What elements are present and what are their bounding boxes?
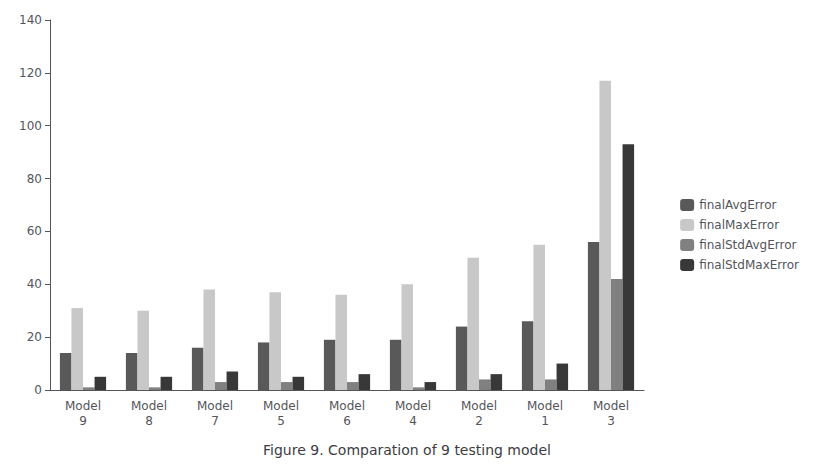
svg-text:20: 20 — [27, 330, 42, 344]
svg-text:2: 2 — [475, 414, 483, 428]
svg-text:Model: Model — [263, 399, 299, 413]
svg-text:40: 40 — [27, 277, 42, 291]
svg-text:1: 1 — [541, 414, 549, 428]
svg-text:5: 5 — [277, 414, 285, 428]
svg-text:7: 7 — [211, 414, 219, 428]
svg-text:4: 4 — [409, 414, 417, 428]
svg-text:Model: Model — [329, 399, 365, 413]
svg-text:9: 9 — [79, 414, 87, 428]
svg-text:0: 0 — [34, 383, 42, 397]
svg-text:100: 100 — [19, 119, 42, 133]
svg-text:Figure 9. Comparation of 9 tes: Figure 9. Comparation of 9 testing model — [263, 442, 551, 458]
svg-text:140: 140 — [19, 13, 42, 27]
svg-text:Model: Model — [527, 399, 563, 413]
svg-text:finalAvgError: finalAvgError — [699, 198, 776, 212]
svg-text:Model: Model — [65, 399, 101, 413]
svg-text:finalMaxError: finalMaxError — [699, 218, 779, 232]
svg-text:60: 60 — [27, 224, 42, 238]
svg-text:Model: Model — [395, 399, 431, 413]
svg-text:6: 6 — [343, 414, 351, 428]
svg-text:120: 120 — [19, 66, 42, 80]
svg-text:finalStdMaxError: finalStdMaxError — [699, 258, 799, 272]
svg-text:Model: Model — [461, 399, 497, 413]
svg-text:Model: Model — [593, 399, 629, 413]
svg-text:3: 3 — [607, 414, 615, 428]
svg-text:80: 80 — [27, 172, 42, 186]
svg-text:8: 8 — [145, 414, 153, 428]
svg-text:Model: Model — [197, 399, 233, 413]
svg-text:finalStdAvgError: finalStdAvgError — [699, 238, 796, 252]
svg-text:Model: Model — [131, 399, 167, 413]
